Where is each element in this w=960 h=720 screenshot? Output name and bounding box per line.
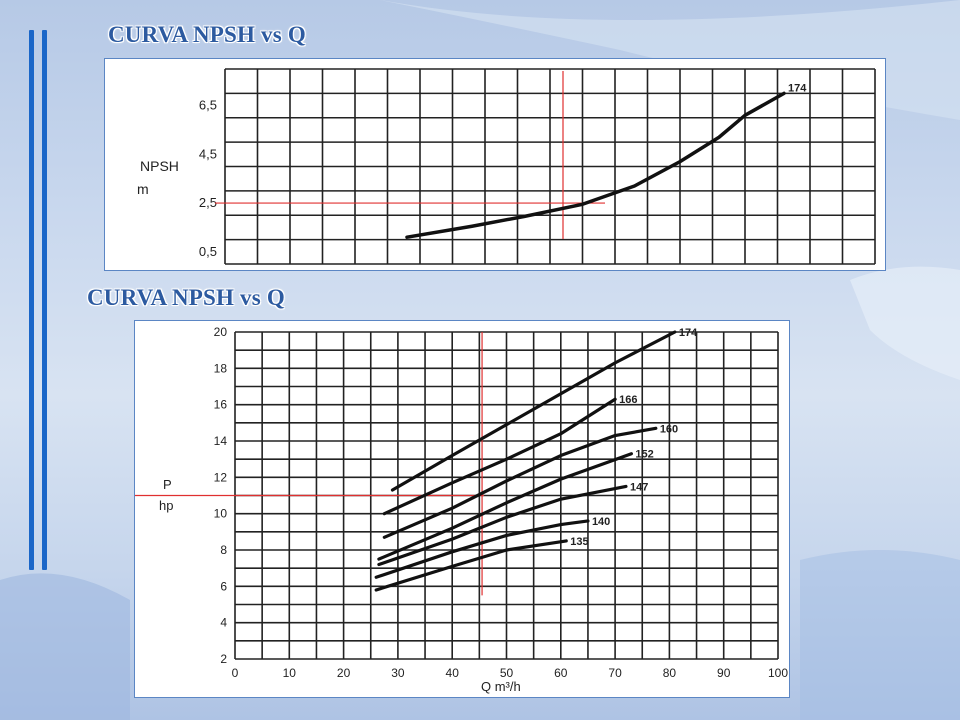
series-line-135 (374, 539, 568, 592)
y-tick-label: 12 (214, 470, 228, 484)
series-line-140 (374, 519, 590, 579)
y-tick-label: 18 (214, 361, 228, 375)
power-y-axis-label: P (163, 477, 172, 492)
series-line-166 (382, 397, 617, 516)
x-tick-label: 80 (663, 666, 677, 680)
x-tick-label: 20 (337, 666, 351, 680)
x-tick-label: 0 (232, 666, 239, 680)
series-label-174: 174 (788, 82, 807, 94)
slide-title-bottom: CURVA NPSH vs Q (87, 285, 285, 310)
series-label-160: 160 (660, 423, 678, 435)
series-label-174: 174 (679, 327, 698, 339)
x-tick-label: 40 (446, 666, 460, 680)
npsh-y-axis-label: NPSH (140, 158, 179, 174)
y-tick-label: 0,5 (199, 244, 217, 259)
x-tick-label: 50 (500, 666, 514, 680)
power-chart-panel: 2 4 6 8 10 12 14 16 18 20 0 10 20 30 40 50 60 70 80 90 100 1… (134, 320, 790, 698)
series-label-147: 147 (630, 481, 648, 493)
y-tick-label: 14 (214, 434, 228, 448)
y-tick-label: 10 (214, 507, 228, 521)
x-tick-label: 60 (554, 666, 568, 680)
x-tick-label: 30 (391, 666, 405, 680)
npsh-y-axis-unit: m (137, 181, 149, 197)
x-tick-label: 100 (768, 666, 788, 680)
accent-bar-right (42, 30, 47, 570)
y-tick-label: 6,5 (199, 98, 217, 113)
slide-title-top: CURVA NPSH vs Q (108, 22, 306, 47)
series-label-140: 140 (592, 516, 610, 528)
y-tick-label: 2,5 (199, 195, 217, 210)
x-tick-label: 90 (717, 666, 731, 680)
series-label-166: 166 (619, 394, 637, 406)
y-tick-label: 20 (214, 325, 228, 339)
power-x-axis-label: Q m³/h (481, 679, 521, 694)
y-tick-label: 16 (214, 398, 228, 412)
npsh-chart-panel: 6,5 4,5 2,5 0,5 174 NPSH m (104, 58, 886, 271)
series-line-152 (377, 452, 633, 561)
series-line-174 (405, 91, 786, 239)
y-tick-label: 2 (220, 652, 227, 666)
y-tick-label: 8 (220, 543, 227, 557)
power-y-axis-unit: hp (159, 498, 173, 513)
x-tick-label: 10 (283, 666, 297, 680)
series-line-160 (382, 426, 658, 539)
npsh-chart: 6,5 4,5 2,5 0,5 174 NPSH m (137, 68, 876, 265)
power-chart: 2 4 6 8 10 12 14 16 18 20 0 10 20 30 40 50 60 70 80 90 100 1… (135, 325, 788, 694)
y-tick-label: 4 (220, 616, 227, 630)
x-tick-label: 70 (608, 666, 622, 680)
series-line-174 (390, 330, 677, 492)
y-tick-label: 6 (220, 579, 227, 593)
series-line-147 (377, 484, 628, 567)
accent-bar-left (29, 30, 34, 570)
y-tick-label: 4,5 (199, 146, 217, 161)
series-label-135: 135 (570, 536, 588, 548)
series-label-152: 152 (635, 449, 653, 461)
